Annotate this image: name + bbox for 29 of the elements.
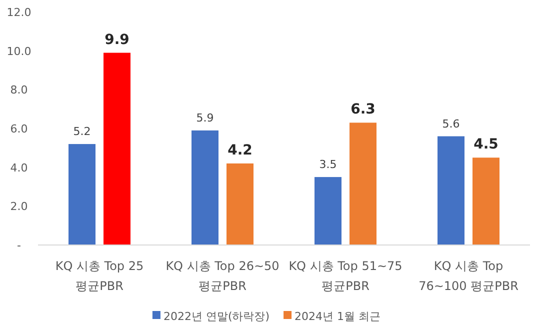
y-tick-label: 4.0 <box>10 161 28 174</box>
data-label: 4.2 <box>228 142 252 158</box>
y-tick-label: 12.0 <box>6 6 32 19</box>
data-label: 5.6 <box>442 117 460 130</box>
y-tick-label: 2.0 <box>10 200 28 214</box>
data-label: 6.3 <box>350 102 376 118</box>
y-tick-label: - <box>17 239 22 252</box>
legend-label: 2022년 연말(하락장) <box>163 310 270 323</box>
y-tick-label: 10.0 <box>6 44 32 58</box>
bar <box>314 177 342 245</box>
bar <box>104 52 130 245</box>
bar <box>68 144 96 245</box>
x-tick-label: KQ 시총 Top 51~75 평균PBR <box>288 259 402 293</box>
data-label: 5.9 <box>196 111 214 124</box>
bar <box>226 163 254 245</box>
data-label: 5.2 <box>73 125 91 138</box>
data-label: 3.5 <box>319 158 337 172</box>
bar <box>350 122 376 245</box>
y-tick-label: 8.0 <box>10 84 28 97</box>
x-tick-label: KQ 시총 Top 76~100 평균PBR <box>418 259 518 293</box>
x-tick-label: KQ 시총 Top 25 평균PBR <box>55 259 144 293</box>
legend-label: 2024년 1월 최근 <box>294 310 381 323</box>
y-tick-label: 6.0 <box>10 122 28 136</box>
data-label: 9.9 <box>104 32 130 48</box>
x-tick-label: KQ 시총 Top 26~50 평균PBR <box>166 259 280 293</box>
data-label: 4.5 <box>474 136 498 153</box>
bar <box>472 158 500 245</box>
bar <box>438 136 464 245</box>
bar <box>192 130 218 245</box>
